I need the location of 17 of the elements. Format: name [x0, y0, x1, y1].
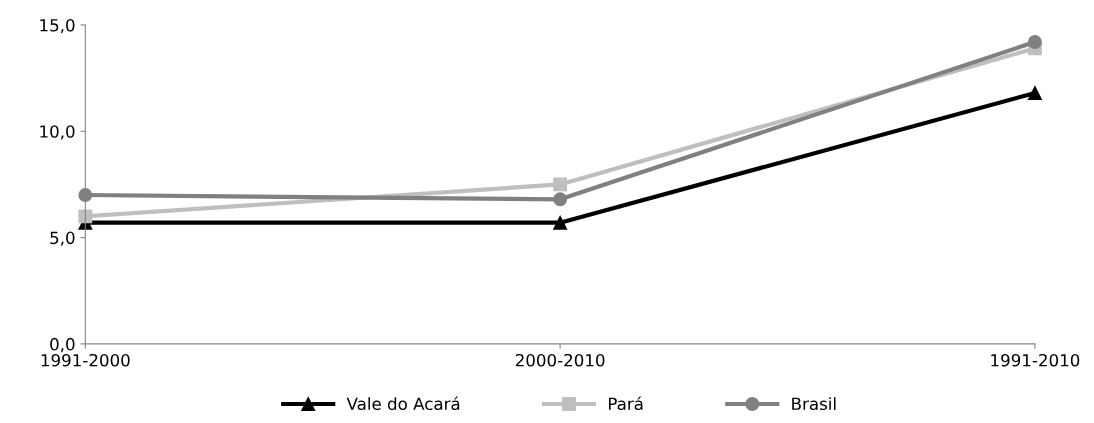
- x-tick-label: 2000-2010: [515, 353, 605, 367]
- legend-label: Brasil: [792, 397, 836, 411]
- point: [553, 215, 568, 230]
- point: [553, 177, 568, 192]
- y-tick-label: 5,0: [50, 231, 75, 246]
- legend-label: Pará: [608, 396, 643, 411]
- point: [553, 192, 568, 207]
- point: [78, 188, 93, 203]
- point: [78, 209, 93, 224]
- point: [1027, 86, 1042, 100]
- legend-label: Vale do Acará: [346, 396, 460, 411]
- point: [1027, 35, 1042, 49]
- y-tick-label: 0,0: [50, 337, 75, 353]
- x-tick-label: 1991-2010: [991, 353, 1080, 367]
- y-tick-label: 10,0: [40, 125, 75, 140]
- y-tick-label: 15,0: [40, 18, 75, 34]
- x-tick-label: 1991-2000: [41, 353, 130, 367]
